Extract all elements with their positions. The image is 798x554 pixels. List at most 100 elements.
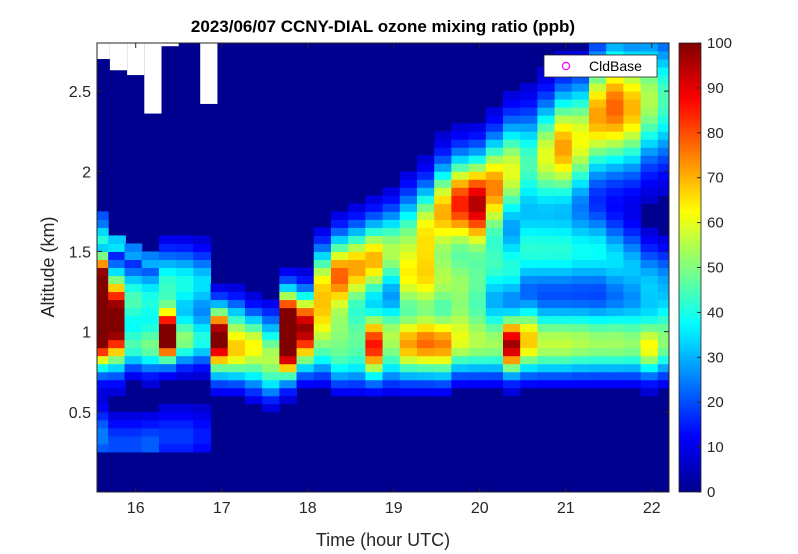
heatmap-cell <box>657 283 670 293</box>
heatmap-cell <box>399 355 418 365</box>
heatmap-cell <box>537 339 556 349</box>
heatmap-cell <box>108 275 126 285</box>
heatmap-cell <box>606 315 624 325</box>
heatmap-cell <box>537 163 556 172</box>
heatmap-cell <box>330 235 349 244</box>
heatmap-cell <box>244 379 263 389</box>
y-tick-label: 2.5 <box>69 84 91 101</box>
heatmap-cell <box>262 299 280 309</box>
heatmap-cell <box>502 307 521 317</box>
heatmap-cell <box>124 283 143 293</box>
heatmap-cell <box>502 339 521 349</box>
heatmap-cell <box>657 123 670 132</box>
heatmap-cell <box>176 347 194 357</box>
heatmap-cell <box>606 243 624 252</box>
heatmap-cell <box>571 243 590 252</box>
heatmap-cell <box>176 339 194 349</box>
heatmap-cell <box>416 163 435 172</box>
heatmap-cell <box>399 379 418 389</box>
heatmap-cell <box>537 83 556 92</box>
heatmap-cell <box>640 331 659 341</box>
heatmap-cell <box>589 147 607 156</box>
heatmap-cell <box>97 403 109 413</box>
heatmap-cell <box>554 243 573 252</box>
heatmap-cell <box>124 427 143 437</box>
heatmap-cell <box>468 147 487 156</box>
heatmap-cell <box>108 411 126 421</box>
heatmap-cell <box>210 307 229 317</box>
heatmap-cell <box>348 379 366 389</box>
heatmap-cell <box>623 131 642 140</box>
heatmap-cell <box>176 283 194 293</box>
heatmap-cell <box>502 203 521 212</box>
heatmap-cell <box>623 347 642 357</box>
heatmap-cell <box>141 419 160 429</box>
heatmap-cell <box>382 387 401 397</box>
heatmap-cell <box>606 99 624 108</box>
heatmap-cell <box>193 427 212 437</box>
heatmap-cell <box>537 123 556 132</box>
heatmap-cell <box>520 187 538 196</box>
heatmap-cell <box>520 339 538 349</box>
heatmap-cell <box>451 379 470 389</box>
heatmap-cell <box>330 283 349 293</box>
heatmap-cell <box>313 251 332 260</box>
heatmap-cell <box>554 75 573 84</box>
heatmap-cell <box>623 99 642 108</box>
heatmap-cell <box>606 107 624 116</box>
heatmap-cell <box>657 299 670 309</box>
heatmap-cell <box>468 371 487 381</box>
heatmap-cell <box>606 235 624 244</box>
heatmap-cell <box>330 299 349 309</box>
heatmap-cell <box>554 251 573 260</box>
heatmap-cell <box>296 371 315 381</box>
heatmap-cell <box>623 219 642 228</box>
heatmap-cell <box>468 219 487 228</box>
heatmap-cell <box>606 323 624 333</box>
heatmap-cell <box>365 315 384 325</box>
heatmap-cell <box>176 403 194 413</box>
heatmap-cell <box>657 179 670 188</box>
heatmap-cell <box>537 203 556 212</box>
heatmap-cell <box>108 443 126 453</box>
heatmap-cell <box>640 163 659 172</box>
heatmap-cell <box>141 355 160 365</box>
heatmap-cell <box>97 251 109 260</box>
heatmap-cell <box>502 171 521 180</box>
heatmap-cell <box>313 315 332 325</box>
heatmap-cell <box>623 267 642 277</box>
heatmap-cell <box>468 267 487 277</box>
heatmap-cell <box>330 379 349 389</box>
heatmap-cell <box>176 315 194 325</box>
heatmap-cell <box>520 83 538 92</box>
heatmap-cell <box>227 323 246 333</box>
heatmap-cell <box>193 347 212 357</box>
heatmap-cell <box>279 395 298 405</box>
heatmap-cell <box>554 195 573 204</box>
heatmap-cell <box>434 163 452 172</box>
heatmap-cell <box>571 163 590 172</box>
heatmap-cell <box>279 379 298 389</box>
heatmap-cell <box>193 411 212 421</box>
heatmap-cell <box>330 307 349 317</box>
heatmap-cell <box>589 155 607 164</box>
heatmap-cell <box>468 179 487 188</box>
heatmap-cell <box>468 235 487 244</box>
heatmap-cell <box>399 323 418 333</box>
heatmap-cell <box>640 347 659 357</box>
heatmap-cell <box>606 147 624 156</box>
heatmap-cell <box>244 331 263 341</box>
heatmap-cell <box>571 107 590 116</box>
heatmap-cell <box>124 315 143 325</box>
heatmap-cell <box>348 251 366 260</box>
heatmap-cell <box>330 251 349 260</box>
heatmap-cell <box>193 307 212 317</box>
heatmap-cell <box>141 331 160 341</box>
heatmap-cell <box>537 299 556 309</box>
heatmap-cell <box>348 363 366 373</box>
heatmap-cell <box>537 283 556 293</box>
heatmap-cell <box>640 235 659 244</box>
heatmap-cell <box>502 155 521 164</box>
heatmap-cell <box>606 203 624 212</box>
heatmap-cell <box>176 435 194 445</box>
